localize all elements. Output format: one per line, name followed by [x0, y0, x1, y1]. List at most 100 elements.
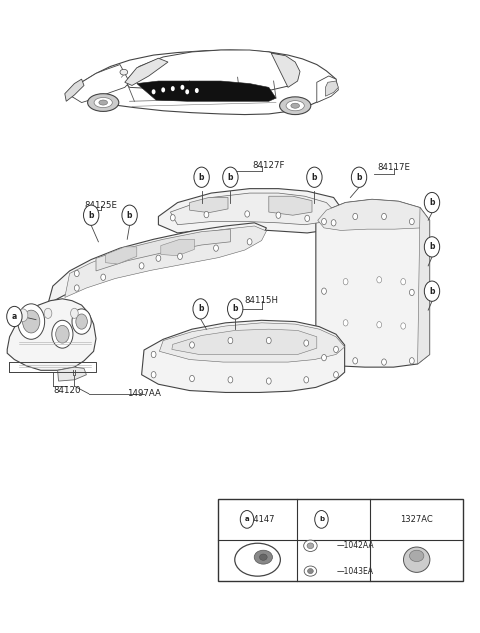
Polygon shape: [161, 239, 194, 256]
Polygon shape: [125, 58, 168, 85]
Circle shape: [18, 309, 28, 322]
Circle shape: [245, 211, 250, 217]
Circle shape: [185, 89, 189, 94]
Circle shape: [315, 510, 328, 528]
Text: b: b: [232, 304, 238, 313]
Circle shape: [353, 358, 358, 364]
Polygon shape: [316, 199, 430, 367]
Circle shape: [331, 220, 336, 226]
Circle shape: [84, 205, 99, 225]
Polygon shape: [418, 208, 430, 364]
Polygon shape: [48, 223, 266, 304]
Circle shape: [382, 213, 386, 220]
Circle shape: [72, 309, 91, 334]
Polygon shape: [172, 329, 317, 354]
Polygon shape: [158, 189, 341, 233]
Circle shape: [322, 288, 326, 294]
Ellipse shape: [304, 566, 317, 576]
Circle shape: [247, 239, 252, 245]
Circle shape: [71, 308, 78, 318]
Circle shape: [161, 87, 165, 92]
Text: b: b: [356, 173, 362, 182]
Text: 84115H: 84115H: [245, 296, 278, 305]
Circle shape: [101, 274, 106, 280]
Circle shape: [343, 320, 348, 326]
Text: b: b: [429, 242, 435, 251]
Polygon shape: [269, 196, 312, 215]
Polygon shape: [7, 299, 96, 370]
Ellipse shape: [308, 568, 313, 573]
Polygon shape: [317, 76, 338, 103]
Circle shape: [23, 310, 40, 333]
Ellipse shape: [254, 550, 273, 564]
Circle shape: [151, 351, 156, 358]
Circle shape: [56, 325, 69, 343]
Circle shape: [377, 277, 382, 283]
Circle shape: [351, 167, 367, 187]
Text: b: b: [228, 173, 233, 182]
Circle shape: [180, 85, 184, 90]
Circle shape: [424, 237, 440, 257]
Text: 84120: 84120: [53, 386, 81, 395]
Ellipse shape: [99, 100, 108, 105]
Ellipse shape: [279, 97, 311, 115]
Ellipse shape: [409, 550, 424, 561]
Circle shape: [214, 245, 218, 251]
Circle shape: [44, 308, 52, 318]
Circle shape: [228, 377, 233, 383]
Ellipse shape: [304, 540, 317, 551]
Circle shape: [409, 218, 414, 225]
Polygon shape: [159, 323, 345, 362]
Circle shape: [195, 88, 199, 93]
Circle shape: [334, 346, 338, 353]
Circle shape: [266, 378, 271, 384]
Text: 1497AA: 1497AA: [127, 389, 161, 398]
Circle shape: [190, 375, 194, 382]
Ellipse shape: [404, 547, 430, 572]
Ellipse shape: [120, 70, 128, 75]
Circle shape: [190, 342, 194, 348]
Text: a: a: [12, 312, 17, 321]
Text: 84147: 84147: [248, 515, 275, 524]
Polygon shape: [96, 229, 230, 271]
Text: b: b: [429, 198, 435, 207]
Polygon shape: [125, 50, 298, 91]
Ellipse shape: [235, 543, 280, 576]
Polygon shape: [65, 79, 84, 101]
Circle shape: [424, 192, 440, 213]
Circle shape: [223, 167, 238, 187]
Polygon shape: [170, 193, 334, 225]
Circle shape: [401, 279, 406, 285]
Text: a: a: [245, 517, 249, 522]
Ellipse shape: [87, 94, 119, 111]
Circle shape: [122, 205, 137, 225]
Circle shape: [409, 358, 414, 364]
Circle shape: [74, 270, 79, 277]
Circle shape: [401, 323, 406, 329]
Polygon shape: [106, 247, 137, 264]
Circle shape: [424, 281, 440, 301]
Circle shape: [76, 314, 87, 329]
Text: b: b: [429, 287, 435, 296]
Polygon shape: [142, 320, 345, 392]
Circle shape: [276, 212, 281, 218]
Text: 84125E: 84125E: [84, 201, 117, 210]
Text: 1327AC: 1327AC: [400, 515, 433, 524]
Circle shape: [18, 304, 45, 339]
Circle shape: [377, 322, 382, 328]
Circle shape: [334, 372, 338, 378]
Polygon shape: [318, 199, 430, 230]
Circle shape: [266, 337, 271, 344]
Ellipse shape: [291, 103, 300, 108]
Circle shape: [228, 299, 243, 319]
Circle shape: [178, 253, 182, 260]
Circle shape: [307, 167, 322, 187]
Circle shape: [353, 213, 358, 220]
Circle shape: [7, 306, 22, 327]
Text: b: b: [198, 304, 204, 313]
Polygon shape: [137, 81, 276, 101]
Text: 84127F: 84127F: [252, 161, 285, 170]
Circle shape: [151, 372, 156, 378]
Text: 84117E: 84117E: [377, 163, 410, 172]
Ellipse shape: [260, 554, 267, 560]
